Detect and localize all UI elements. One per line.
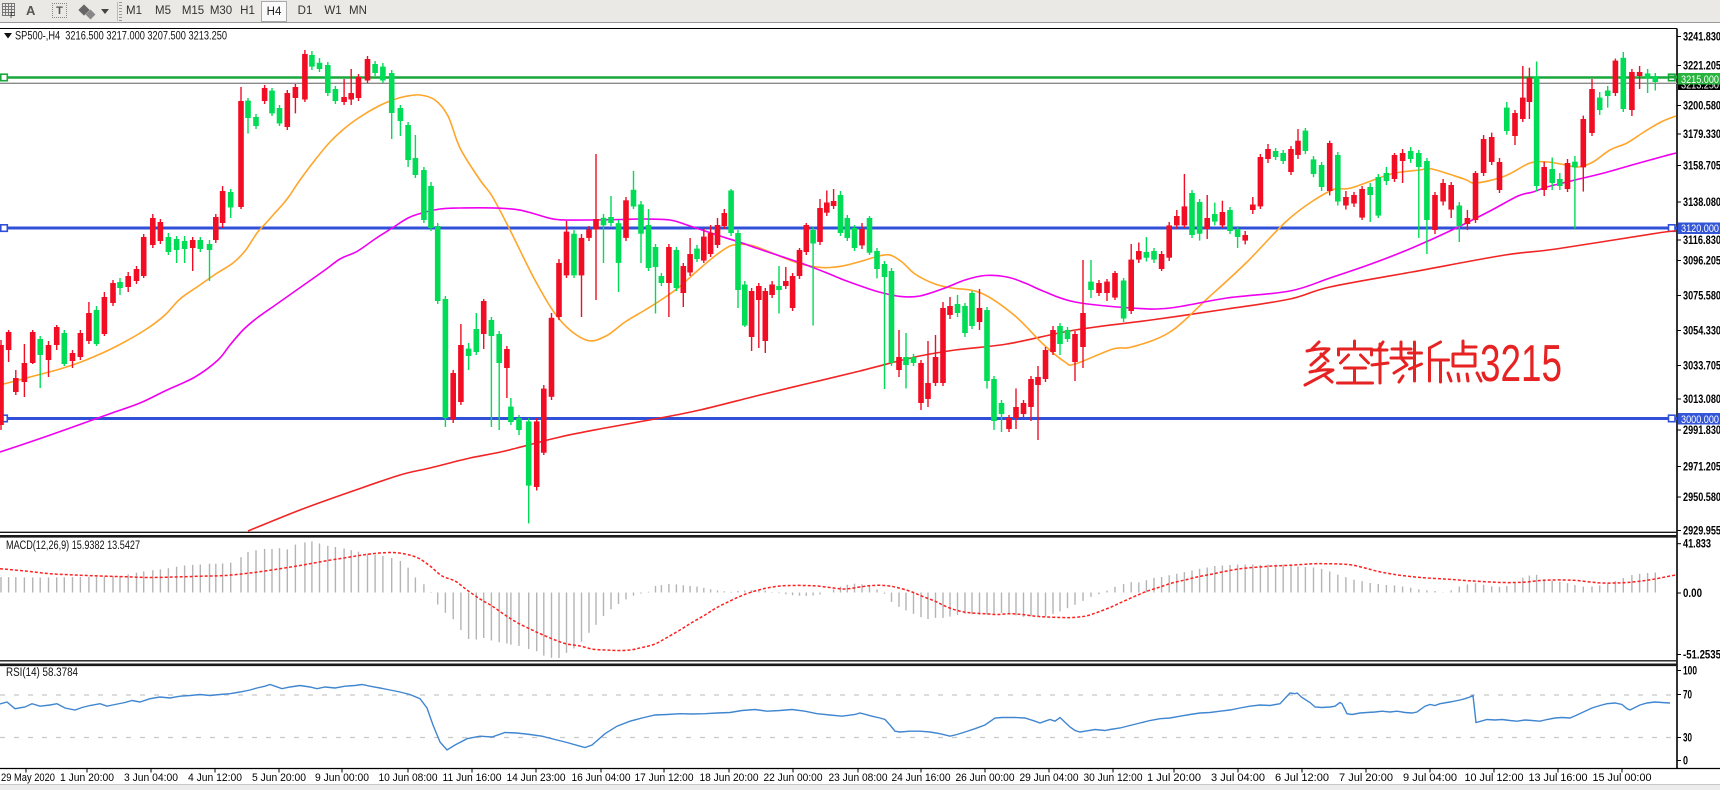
svg-text:29 May 2020: 29 May 2020	[1, 772, 55, 784]
svg-text:5 Jun 20:00: 5 Jun 20:00	[252, 772, 306, 784]
svg-text:17 Jun 12:00: 17 Jun 12:00	[635, 772, 694, 784]
svg-text:3241.830: 3241.830	[1683, 32, 1720, 44]
svg-text:100: 100	[1683, 666, 1697, 678]
svg-text:3013.080: 3013.080	[1683, 394, 1720, 406]
svg-text:3075.580: 3075.580	[1683, 291, 1720, 303]
svg-text:7 Jul 20:00: 7 Jul 20:00	[1339, 772, 1393, 784]
svg-text:29 Jun 04:00: 29 Jun 04:00	[1020, 772, 1079, 784]
svg-text:2950.580: 2950.580	[1683, 492, 1720, 504]
svg-text:9 Jul 04:00: 9 Jul 04:00	[1403, 772, 1457, 784]
svg-text:16 Jun 04:00: 16 Jun 04:00	[572, 772, 631, 784]
svg-text:30: 30	[1683, 733, 1692, 745]
svg-text:3158.705: 3158.705	[1683, 161, 1720, 173]
svg-text:3215.000: 3215.000	[1681, 74, 1719, 86]
svg-text:2971.205: 2971.205	[1683, 462, 1720, 474]
svg-text:-51.2535: -51.2535	[1683, 650, 1720, 662]
svg-text:3221.205: 3221.205	[1683, 61, 1720, 73]
svg-text:2929.955: 2929.955	[1683, 526, 1720, 538]
svg-text:3096.205: 3096.205	[1683, 256, 1720, 268]
svg-text:3000.000: 3000.000	[1681, 414, 1719, 426]
svg-text:24 Jun 16:00: 24 Jun 16:00	[892, 772, 951, 784]
svg-text:14 Jun 23:00: 14 Jun 23:00	[507, 772, 566, 784]
svg-text:18 Jun 20:00: 18 Jun 20:00	[700, 772, 759, 784]
svg-text:0: 0	[1683, 756, 1688, 768]
svg-text:2991.830: 2991.830	[1683, 425, 1720, 437]
svg-text:3200.580: 3200.580	[1683, 101, 1720, 113]
svg-text:3116.830: 3116.830	[1683, 235, 1720, 247]
svg-text:26 Jun 00:00: 26 Jun 00:00	[956, 772, 1015, 784]
svg-text:6 Jul 12:00: 6 Jul 12:00	[1275, 772, 1329, 784]
svg-text:3033.705: 3033.705	[1683, 361, 1720, 373]
svg-text:23 Jun 08:00: 23 Jun 08:00	[829, 772, 888, 784]
svg-text:15 Jul 00:00: 15 Jul 00:00	[1593, 772, 1652, 784]
svg-text:70: 70	[1683, 690, 1692, 702]
svg-text:11 Jun 16:00: 11 Jun 16:00	[443, 772, 502, 784]
svg-text:13 Jul 16:00: 13 Jul 16:00	[1529, 772, 1588, 784]
svg-text:9 Jun 00:00: 9 Jun 00:00	[315, 772, 369, 784]
svg-text:4 Jun 12:00: 4 Jun 12:00	[188, 772, 242, 784]
svg-text:3 Jun 04:00: 3 Jun 04:00	[124, 772, 178, 784]
svg-text:3138.080: 3138.080	[1683, 197, 1720, 209]
svg-text:MACD(12,26,9) 15.9382 13.5427: MACD(12,26,9) 15.9382 13.5427	[6, 540, 140, 552]
svg-text:1 Jun 20:00: 1 Jun 20:00	[60, 772, 114, 784]
svg-text:3054.330: 3054.330	[1683, 326, 1720, 338]
svg-text:3179.330: 3179.330	[1683, 129, 1720, 141]
svg-text:1 Jul 20:00: 1 Jul 20:00	[1147, 772, 1201, 784]
svg-text:3120.000: 3120.000	[1681, 223, 1719, 235]
svg-text:30 Jun 12:00: 30 Jun 12:00	[1084, 772, 1143, 784]
svg-text:SP500-,H4 3216.500 3217.000 3: SP500-,H4 3216.500 3217.000 3207.500 321…	[15, 31, 227, 43]
svg-text:22 Jun 00:00: 22 Jun 00:00	[764, 772, 823, 784]
svg-text:3 Jul 04:00: 3 Jul 04:00	[1211, 772, 1265, 784]
svg-text:RSI(14) 58.3784: RSI(14) 58.3784	[6, 667, 79, 679]
svg-text:0.00: 0.00	[1683, 588, 1702, 600]
svg-text:41.833: 41.833	[1683, 539, 1711, 551]
svg-text:10 Jul 12:00: 10 Jul 12:00	[1465, 772, 1524, 784]
svg-text:3215: 3215	[1480, 335, 1562, 393]
svg-text:10 Jun 08:00: 10 Jun 08:00	[379, 772, 438, 784]
